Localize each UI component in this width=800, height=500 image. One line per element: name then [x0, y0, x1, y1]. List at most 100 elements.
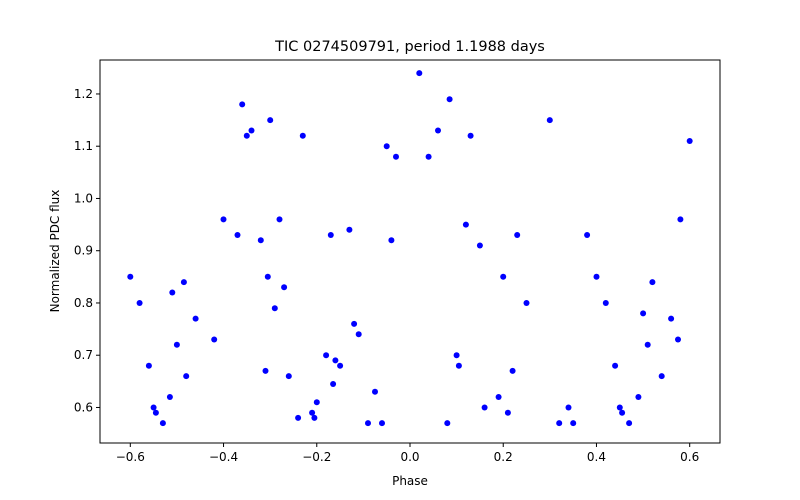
y-tick-label: 0.7: [74, 348, 93, 362]
data-point: [481, 404, 488, 411]
x-tick-label: −0.4: [209, 450, 238, 464]
data-point: [145, 362, 152, 369]
x-tick-label: 0.0: [400, 450, 419, 464]
data-point: [570, 420, 577, 427]
y-axis: 0.6 0.7 0.8 0.9 1.0 1.1 1.2: [74, 87, 100, 414]
data-point: [383, 143, 390, 150]
data-point: [619, 409, 626, 416]
data-point: [644, 341, 651, 348]
data-point: [616, 404, 623, 411]
data-point: [640, 310, 647, 317]
data-point: [467, 132, 474, 139]
x-axis-label: Phase: [392, 474, 428, 488]
data-point: [476, 242, 483, 249]
data-point: [393, 153, 399, 160]
data-point: [446, 96, 453, 103]
data-point: [180, 279, 187, 286]
x-tick-label: −0.6: [116, 450, 145, 464]
data-point: [602, 300, 609, 306]
y-tick-label: 0.6: [74, 400, 93, 414]
data-point: [309, 409, 316, 416]
data-point: [127, 273, 134, 280]
data-point: [311, 414, 318, 421]
data-point: [220, 216, 227, 223]
data-point: [264, 273, 271, 280]
data-point: [267, 117, 274, 124]
data-points: [127, 70, 693, 427]
data-point: [295, 414, 302, 421]
data-point: [675, 336, 681, 343]
data-point: [365, 420, 371, 427]
data-point: [435, 127, 441, 134]
data-point: [556, 420, 563, 427]
data-point: [332, 357, 339, 364]
data-point: [677, 216, 684, 223]
x-tick-label: −0.2: [302, 450, 331, 464]
data-point: [150, 404, 157, 411]
data-point: [455, 362, 462, 369]
y-tick-label: 1.2: [74, 87, 93, 101]
chart-title: TIC 0274509791, period 1.1988 days: [274, 39, 545, 55]
x-tick-label: 0.2: [494, 450, 513, 464]
data-point: [262, 367, 269, 374]
plot-frame: [99, 59, 721, 444]
data-point: [686, 138, 693, 144]
data-point: [388, 237, 395, 244]
data-point: [337, 362, 344, 369]
data-point: [239, 101, 246, 108]
data-point: [281, 284, 288, 291]
y-tick-label: 0.8: [74, 296, 93, 310]
data-point: [192, 315, 199, 322]
data-point: [152, 409, 159, 416]
data-point: [243, 132, 250, 139]
data-point: [323, 352, 330, 359]
y-tick-label: 1.1: [74, 139, 93, 153]
y-axis-label: Normalized PDC flux: [48, 190, 62, 313]
data-point: [584, 232, 591, 238]
data-point: [546, 117, 553, 124]
data-point: [169, 289, 176, 296]
data-point: [504, 409, 511, 416]
data-point: [211, 336, 218, 343]
data-point: [668, 315, 675, 322]
data-point: [248, 127, 255, 134]
y-tick-label: 0.9: [74, 244, 93, 258]
data-point: [425, 153, 432, 160]
data-point: [658, 373, 665, 380]
data-point: [330, 381, 337, 387]
data-point: [313, 399, 320, 406]
data-point: [346, 226, 353, 233]
data-point: [612, 362, 619, 369]
data-point: [444, 420, 451, 427]
data-point: [379, 420, 385, 427]
data-point: [159, 420, 166, 427]
y-tick-label: 1.0: [74, 191, 93, 205]
data-point: [327, 232, 334, 238]
x-axis: −0.6 −0.4 −0.2 0.0 0.2 0.4 0.6: [116, 443, 699, 464]
data-point: [234, 232, 241, 238]
data-point: [523, 300, 530, 306]
data-point: [495, 394, 502, 400]
data-point: [271, 305, 278, 312]
data-point: [136, 300, 143, 306]
data-point: [166, 394, 173, 400]
data-point: [626, 420, 633, 427]
data-point: [593, 273, 600, 280]
data-point: [514, 232, 521, 238]
data-point: [565, 404, 572, 411]
data-point: [649, 279, 656, 286]
data-point: [416, 70, 423, 77]
data-point: [462, 221, 469, 228]
data-point: [257, 237, 264, 244]
data-point: [276, 216, 283, 223]
x-tick-label: 0.4: [587, 450, 606, 464]
data-point: [183, 373, 190, 380]
data-point: [299, 132, 306, 139]
data-point: [285, 373, 292, 380]
data-point: [355, 331, 362, 338]
data-point: [509, 367, 516, 374]
data-point: [635, 394, 642, 400]
data-point: [173, 341, 180, 348]
data-point: [372, 388, 378, 395]
